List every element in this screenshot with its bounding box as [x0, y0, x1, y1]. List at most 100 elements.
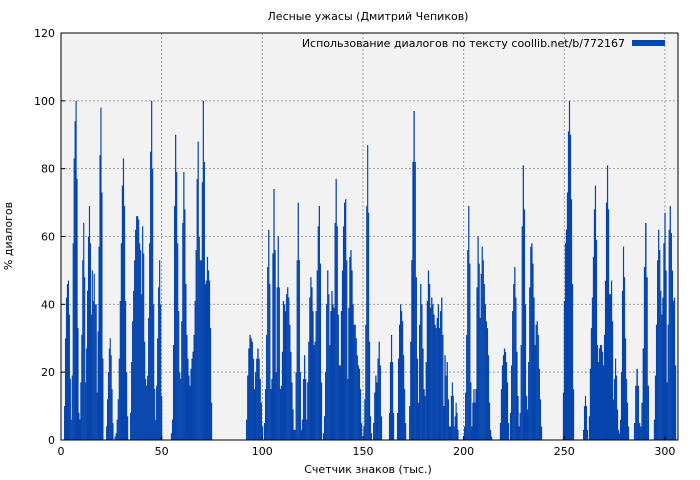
- bar: [111, 389, 113, 440]
- x-tick-label: 100: [252, 445, 273, 458]
- bar: [333, 307, 335, 440]
- bar: [94, 304, 96, 440]
- bar: [147, 375, 149, 440]
- bar: [359, 389, 362, 440]
- bar: [354, 324, 356, 440]
- bar: [448, 426, 451, 440]
- bar: [335, 178, 337, 440]
- bar: [433, 314, 435, 440]
- bar: [276, 287, 278, 440]
- bar: [477, 236, 479, 440]
- x-tick-label: 200: [453, 445, 474, 458]
- bar: [269, 283, 271, 440]
- legend-swatch: [632, 40, 665, 46]
- bar: [538, 368, 540, 440]
- y-axis-label: % диалогов: [2, 202, 15, 270]
- bar: [441, 297, 443, 440]
- bar: [537, 334, 539, 440]
- bar: [672, 300, 675, 440]
- bar: [600, 345, 603, 440]
- bar: [499, 423, 502, 440]
- bar: [601, 351, 604, 440]
- bar: [528, 361, 530, 440]
- bar: [112, 423, 114, 440]
- bar: [124, 300, 127, 440]
- bar: [301, 419, 304, 440]
- bar: [188, 375, 190, 440]
- bar: [444, 355, 446, 440]
- bar: [437, 304, 440, 440]
- bar: [156, 385, 158, 440]
- bar: [184, 209, 186, 440]
- bar: [200, 260, 202, 440]
- bar: [599, 345, 602, 440]
- bar: [365, 324, 367, 440]
- bar: [102, 358, 104, 440]
- bar: [597, 361, 600, 440]
- bar: [513, 283, 515, 440]
- bar: [646, 277, 648, 440]
- bar: [255, 372, 257, 440]
- bar: [534, 345, 536, 440]
- bar: [674, 365, 677, 440]
- bar: [280, 385, 283, 440]
- bar: [132, 321, 134, 440]
- bar: [503, 348, 506, 440]
- bar: [456, 412, 458, 440]
- bar: [617, 429, 620, 440]
- bar: [605, 202, 608, 440]
- bar: [152, 168, 154, 440]
- bar: [519, 412, 521, 440]
- bar: [70, 419, 72, 440]
- bar: [466, 334, 468, 440]
- bar: [613, 378, 616, 440]
- bar: [190, 368, 192, 440]
- bar: [159, 260, 161, 440]
- bar: [64, 338, 67, 440]
- y-tick-label: 20: [41, 366, 55, 379]
- bar: [638, 423, 641, 440]
- bar: [340, 311, 343, 440]
- bar: [593, 209, 596, 440]
- bar: [332, 304, 334, 440]
- bar: [258, 358, 260, 440]
- bar: [622, 246, 625, 440]
- legend-label: Использование диалогов по тексту coollib…: [302, 37, 625, 50]
- bar: [286, 294, 288, 440]
- bar: [470, 382, 472, 440]
- bar: [256, 358, 258, 440]
- bar: [186, 334, 188, 440]
- bar: [148, 317, 150, 440]
- bar: [179, 372, 181, 440]
- bar: [536, 321, 538, 440]
- bar: [295, 372, 297, 440]
- bar: [260, 402, 262, 440]
- bar: [654, 375, 657, 440]
- bar: [268, 229, 270, 440]
- bar: [275, 372, 277, 440]
- bar: [95, 304, 97, 440]
- bar: [84, 277, 86, 440]
- bar: [337, 314, 339, 440]
- bar: [125, 372, 128, 440]
- bar: [377, 358, 379, 440]
- bar-series: [64, 100, 677, 441]
- bar: [209, 328, 212, 440]
- x-tick-label: 50: [155, 445, 169, 458]
- bar: [516, 351, 518, 440]
- bar: [422, 348, 424, 440]
- bar: [475, 389, 477, 440]
- bar: [464, 426, 466, 440]
- bar: [430, 307, 432, 440]
- bar: [366, 205, 368, 440]
- bar: [449, 426, 452, 440]
- bar: [415, 277, 417, 440]
- bar: [334, 222, 336, 440]
- bar: [611, 321, 614, 440]
- bar: [397, 358, 400, 440]
- bar: [591, 297, 594, 440]
- bar: [418, 324, 421, 440]
- bar: [273, 189, 275, 440]
- bar: [467, 250, 469, 440]
- bar: [376, 382, 378, 440]
